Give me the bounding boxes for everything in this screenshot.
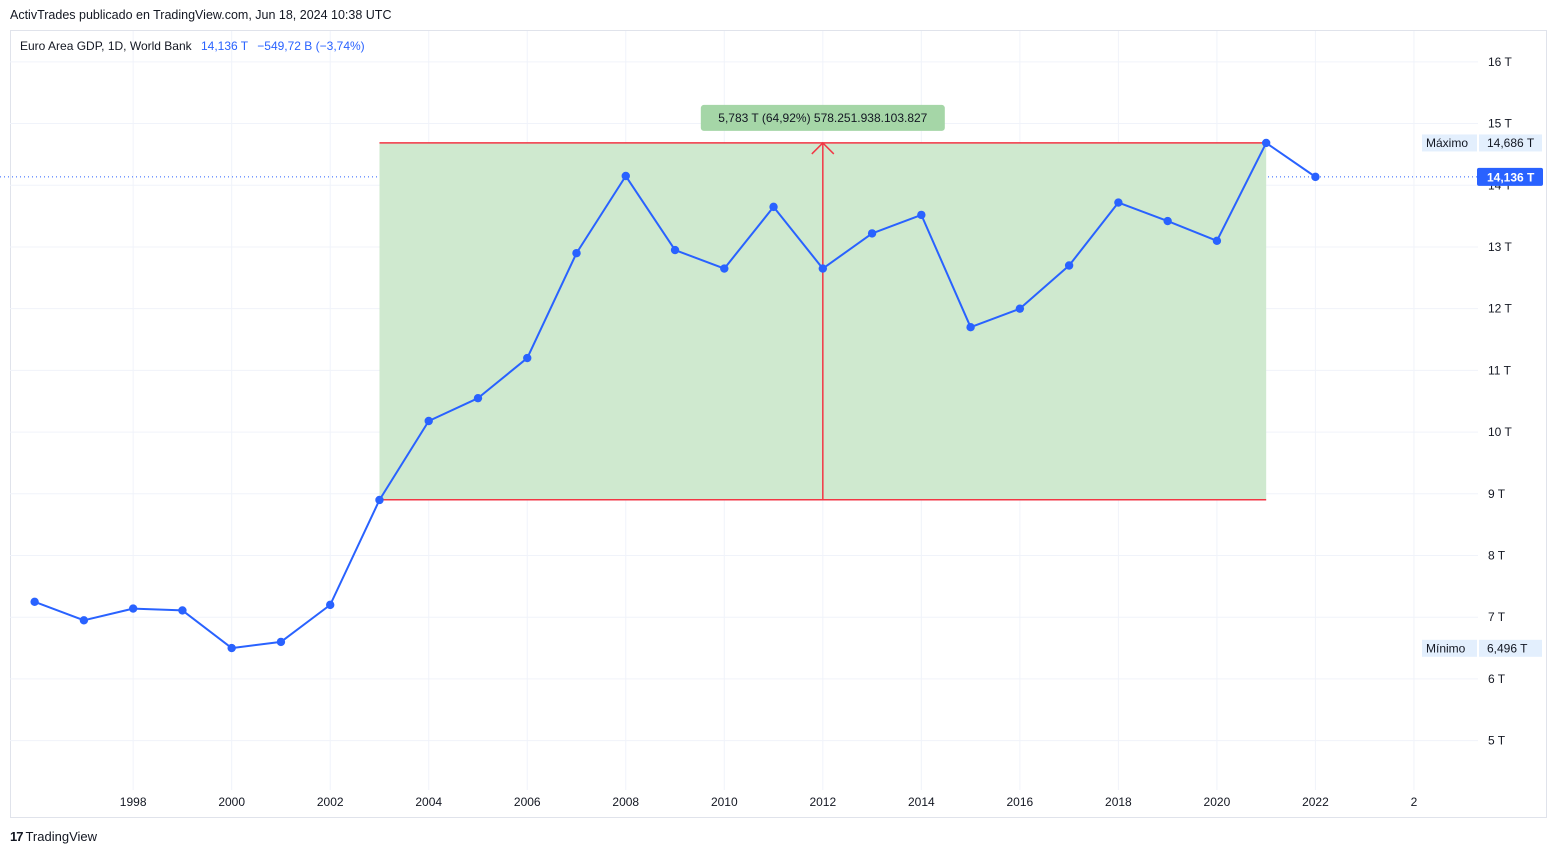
last-price-badge — [1477, 167, 1543, 186]
min-marker-label: Mínimo — [1426, 641, 1466, 655]
x-tick-label: 2008 — [612, 795, 639, 809]
min-marker-value: 6,496 T — [1487, 641, 1528, 655]
chart-legend: Euro Area GDP, 1D, World Bank 14,136 T −… — [20, 39, 365, 53]
x-tick-label: 2016 — [1007, 795, 1034, 809]
data-point — [572, 248, 581, 258]
data-point — [227, 643, 236, 653]
y-tick-label: 6 T — [1488, 672, 1506, 686]
data-point — [1114, 198, 1123, 207]
data-point — [523, 353, 532, 363]
data-point — [1212, 236, 1222, 246]
y-tick-label: 9 T — [1488, 487, 1506, 501]
y-tick-label: 8 T — [1488, 549, 1506, 563]
data-point — [720, 264, 729, 273]
data-point — [670, 245, 680, 255]
min-marker-label-bg — [1422, 639, 1477, 657]
data-point — [1015, 304, 1025, 313]
x-tick-label: 2010 — [711, 795, 738, 809]
x-tick-label: 2012 — [809, 795, 836, 809]
y-tick-label: 12 T — [1488, 302, 1512, 316]
legend-change: −549,72 B (−3,74%) — [257, 39, 365, 53]
data-point — [375, 495, 384, 505]
x-tick-label: 2014 — [908, 795, 935, 809]
max-marker-label-bg — [1422, 134, 1477, 152]
y-tick-label: 15 T — [1488, 117, 1512, 131]
x-tick-label: 2018 — [1105, 795, 1132, 809]
tradingview-brand: TradingView — [25, 829, 98, 844]
x-tick-label: 2022 — [1302, 795, 1329, 809]
x-tick-label: 2002 — [317, 795, 344, 809]
data-point — [30, 597, 39, 606]
data-point — [1064, 261, 1074, 270]
data-point — [473, 393, 483, 403]
data-point — [621, 171, 630, 181]
data-point — [1261, 138, 1271, 148]
time-axis: 1998 2000 2002 2004 2006 2008 2010 2012 2014 2016… — [120, 795, 1418, 809]
y-tick-label: 13 T — [1488, 240, 1512, 254]
max-marker-label: Máximo — [1426, 136, 1468, 150]
data-point — [424, 416, 433, 426]
scale-markers: Máximo 14,686 T Mínimo 6,496 T 14,136 T — [1422, 134, 1543, 657]
y-tick-label: 5 T — [1488, 734, 1506, 748]
x-tick-label: 2 — [1411, 795, 1418, 809]
data-point — [917, 210, 926, 220]
data-point — [326, 600, 335, 610]
max-marker-value: 14,686 T — [1487, 136, 1535, 150]
data-point — [769, 202, 778, 212]
x-tick-label: 2020 — [1204, 795, 1231, 809]
min-marker-value-bg — [1479, 639, 1542, 657]
y-tick-label: 11 T — [1488, 363, 1512, 377]
x-tick-label: 2000 — [218, 795, 245, 809]
data-point — [1163, 216, 1172, 226]
x-tick-label: 2004 — [415, 795, 442, 809]
data-point — [867, 229, 877, 238]
data-point — [276, 637, 286, 647]
tradingview-icon: 17 — [10, 829, 24, 844]
chart-frame[interactable] — [10, 30, 1547, 818]
y-tick-label: 7 T — [1488, 610, 1506, 624]
x-tick-label: 1998 — [120, 795, 147, 809]
data-point — [128, 604, 138, 613]
data-point — [178, 606, 187, 615]
measure-tool: 5,783 T (64,92%) 578.251.938.103.827 — [379, 104, 1267, 501]
y-tick-label: 10 T — [1488, 425, 1512, 439]
data-point — [966, 322, 975, 332]
x-tick-label: 2006 — [514, 795, 541, 809]
measure-label: 5,783 T (64,92%) 578.251.938.103.827 — [718, 111, 927, 125]
legend-symbol: Euro Area GDP, 1D, World Bank — [20, 39, 192, 53]
series-group — [30, 138, 1320, 653]
data-point — [1311, 172, 1320, 182]
measure-label-box — [700, 104, 945, 131]
measure-arrow-head — [811, 141, 835, 155]
max-marker-value-bg — [1479, 134, 1542, 152]
tradingview-logo[interactable]: 17 TradingView — [10, 829, 97, 844]
data-point — [818, 264, 828, 273]
publisher-caption: ActivTrades publicado en TradingView.com… — [10, 8, 392, 22]
legend-last-value: 14,136 T — [200, 39, 248, 53]
y-tick-label: 16 T — [1488, 55, 1512, 69]
gdp-series — [30, 138, 1320, 653]
data-point — [79, 616, 89, 625]
last-price-value: 14,136 T — [1487, 170, 1535, 184]
